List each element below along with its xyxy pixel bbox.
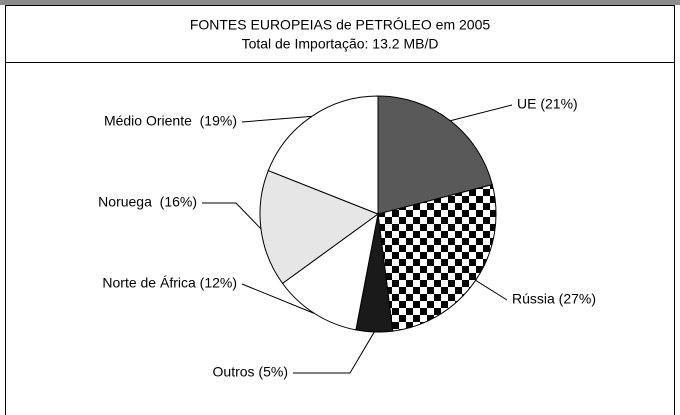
pie-slice xyxy=(281,212,379,331)
leader-line xyxy=(241,283,315,315)
chart-subtitle: Total de Importação: 13.2 MB/D xyxy=(242,36,439,52)
leader-line xyxy=(475,279,508,301)
slice-label: UE (21%) xyxy=(517,96,578,112)
leader-line xyxy=(241,115,312,123)
slice-label: Rússia (27%) xyxy=(512,291,596,307)
leader-line xyxy=(450,104,513,122)
frame xyxy=(5,5,675,415)
leader-line xyxy=(202,202,262,230)
pie-slice xyxy=(377,184,497,332)
chart-title: FONTES EUROPEIAS de PETRÓLEO em 2005 xyxy=(190,17,491,33)
slice-label: Noruega (16%) xyxy=(98,194,197,210)
slice-label: Outros (5%) xyxy=(213,364,288,380)
top-bar xyxy=(0,0,680,5)
slice-label: Médio Oriente (19%) xyxy=(104,113,237,129)
leader-line xyxy=(293,331,375,374)
slice-label: Norte de África (12%) xyxy=(102,275,237,291)
